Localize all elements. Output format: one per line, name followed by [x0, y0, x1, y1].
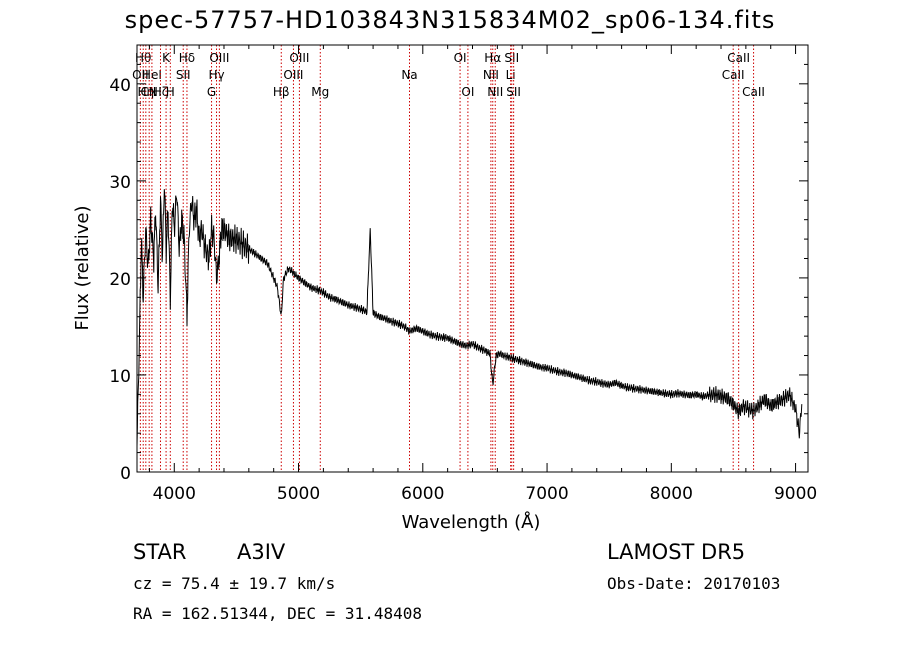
y-tick-label: 30 [109, 173, 131, 193]
redshift-info: cz = 75.4 ± 19.7 km/s [133, 574, 336, 593]
x-tick-label: 7000 [525, 484, 568, 504]
line-marker-label: Mg [311, 85, 329, 99]
x-tick-label: 4000 [153, 484, 196, 504]
line-marker-label: Hθ [135, 51, 151, 65]
x-tick-label: 5000 [277, 484, 320, 504]
x-axis-label: Wavelength (Å) [402, 511, 541, 533]
line-marker-label: Na [401, 68, 417, 82]
y-tick-label: 40 [109, 76, 131, 96]
x-tick-label: 6000 [401, 484, 444, 504]
line-marker-label: Hα [484, 51, 501, 65]
line-marker-label: Li [506, 68, 516, 82]
spectrum-line [136, 189, 803, 447]
coordinates: RA = 162.51344, DEC = 31.48408 [133, 604, 422, 623]
line-marker-label: HeI [142, 68, 162, 82]
y-tick-label: 0 [120, 464, 131, 484]
spectral-subclass: A3IV [237, 540, 286, 564]
line-marker-label: CN [140, 85, 157, 99]
line-marker-label: CaII [742, 85, 765, 99]
obs-date: Obs-Date: 20170103 [607, 574, 781, 593]
line-marker-label: Hη [138, 85, 155, 99]
y-tick-label: 20 [109, 270, 131, 290]
line-marker-label: NII [483, 68, 499, 82]
survey-name: LAMOST DR5 [607, 540, 746, 564]
line-marker-label: K [162, 51, 171, 65]
line-marker-label: OIII [209, 51, 229, 65]
line-marker-label: OII [132, 68, 149, 82]
line-marker-label: SII [504, 51, 519, 65]
line-marker-label: Hζ [153, 85, 169, 99]
object-class: STAR [133, 540, 187, 564]
line-marker-label: Hδ [179, 51, 195, 65]
line-marker-label: G [207, 85, 216, 99]
line-markers: OIIHθHηCNHeIHζKHSIIHδGHγOIIIHβOIIIOIIIMg… [132, 45, 765, 472]
line-marker-label: H [166, 85, 175, 99]
y-axis-label: Flux (relative) [72, 205, 93, 330]
line-marker-label: CaII [727, 51, 750, 65]
line-marker-label: OI [454, 51, 467, 65]
x-tick-label: 9000 [774, 484, 817, 504]
plot-frame [136, 44, 809, 473]
line-marker-label: NII [487, 85, 503, 99]
spectrum-path [136, 189, 803, 447]
line-marker-label: OIII [289, 51, 309, 65]
line-marker-label: SII [506, 85, 521, 99]
line-marker-label: SII [176, 68, 191, 82]
line-marker-label: CaII [722, 68, 745, 82]
line-marker-label: Hγ [208, 68, 224, 82]
chart-title: spec-57757-HD103843N315834M02_sp06-134.f… [124, 6, 776, 34]
line-marker-label: OIII [283, 68, 303, 82]
x-tick-label: 8000 [650, 484, 693, 504]
axes: 4000 5000 6000 7000 8000 9000 0 10 20 30 40 [109, 44, 817, 504]
line-marker-label: OI [461, 85, 474, 99]
line-marker-label: Hβ [273, 85, 290, 99]
y-tick-label: 10 [109, 367, 131, 387]
